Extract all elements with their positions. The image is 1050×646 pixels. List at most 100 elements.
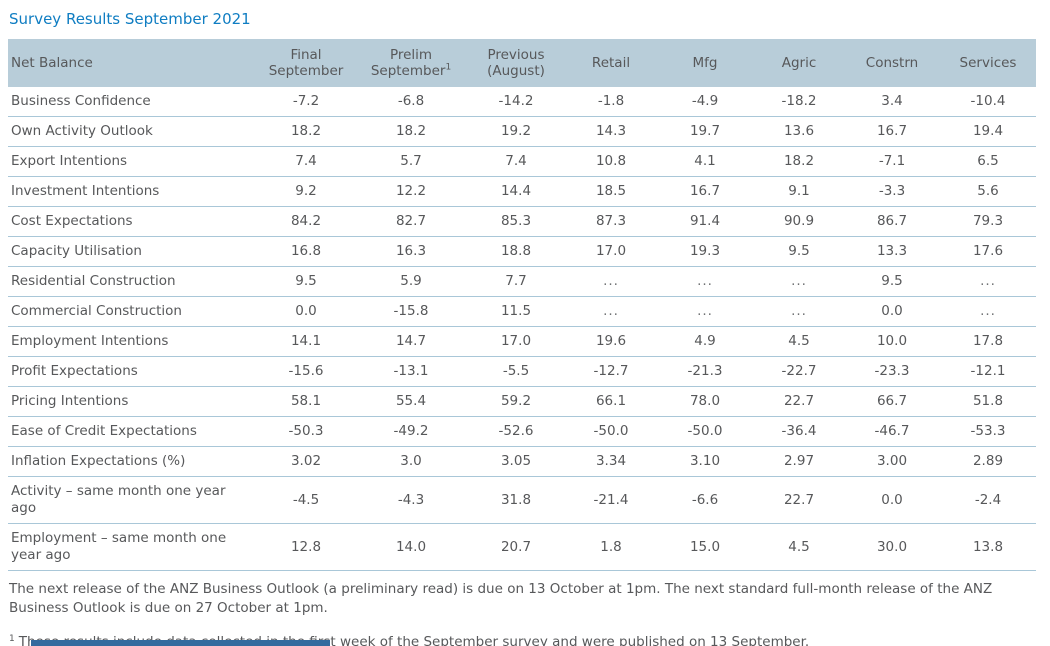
- cell-value: 16.8: [256, 236, 356, 267]
- cell-value: -6.8: [356, 87, 466, 117]
- cell-value: 2.89: [940, 446, 1036, 477]
- cell-value: 3.05: [466, 446, 566, 477]
- cell-value: -12.7: [566, 356, 656, 387]
- cell-value: 16.3: [356, 236, 466, 267]
- cell-value: -7.1: [844, 146, 940, 177]
- cell-value: -13.1: [356, 356, 466, 387]
- cell-value: 19.3: [656, 236, 754, 267]
- cell-value: 86.7: [844, 206, 940, 237]
- row-label: Employment – same month one year ago: [8, 523, 256, 571]
- cell-value: 13.3: [844, 236, 940, 267]
- cell-value: 16.7: [656, 176, 754, 207]
- row-label: Profit Expectations: [8, 356, 256, 387]
- cell-value: 17.0: [566, 236, 656, 267]
- column-header-previous-august: Previous (August): [466, 39, 566, 87]
- cell-value: 9.1: [754, 176, 844, 207]
- cell-value: -1.8: [566, 87, 656, 117]
- cell-value: 5.6: [940, 176, 1036, 207]
- cell-value: ...: [754, 296, 844, 327]
- cell-value: 3.34: [566, 446, 656, 477]
- column-header-mfg: Mfg: [656, 39, 754, 87]
- cell-value: 18.5: [566, 176, 656, 207]
- cell-value: 3.0: [356, 446, 466, 477]
- column-header-retail: Retail: [566, 39, 656, 87]
- column-header-agric: Agric: [754, 39, 844, 87]
- cell-value: 10.8: [566, 146, 656, 177]
- cell-value: 3.4: [844, 87, 940, 117]
- cell-value: 18.2: [754, 146, 844, 177]
- cell-value: 9.5: [844, 266, 940, 297]
- cell-value: 4.5: [754, 326, 844, 357]
- table-row: Capacity Utilisation 16.8 16.3 18.8 17.0 19.3…: [8, 236, 1036, 267]
- row-label: Export Intentions: [8, 146, 256, 177]
- table-row: Ease of Credit Expectations -50.3 -49.2 -52…: [8, 416, 1036, 447]
- cell-value: 10.0: [844, 326, 940, 357]
- cell-value: -50.0: [566, 416, 656, 447]
- cell-value: -52.6: [466, 416, 566, 447]
- column-header-constrn: Constrn: [844, 39, 940, 87]
- cell-value: 18.2: [356, 116, 466, 147]
- cell-value: 5.7: [356, 146, 466, 177]
- column-header-final-september: Final September: [256, 39, 356, 87]
- cell-value: 7.7: [466, 266, 566, 297]
- release-note: The next release of the ANZ Business Out…: [9, 581, 993, 616]
- cell-value: 51.8: [940, 386, 1036, 417]
- cell-value: -49.2: [356, 416, 466, 447]
- cell-value: 55.4: [356, 386, 466, 417]
- cell-value: 0.0: [844, 296, 940, 327]
- cell-value: 17.0: [466, 326, 566, 357]
- table-row: Profit Expectations -15.6 -13.1 -5.5 -12.7 -2…: [8, 356, 1036, 387]
- cell-value: -10.4: [940, 87, 1036, 117]
- cell-value: 14.4: [466, 176, 566, 207]
- cell-value: 2.97: [754, 446, 844, 477]
- row-label: Business Confidence: [8, 87, 256, 117]
- cell-value: 84.2: [256, 206, 356, 237]
- cell-value: 87.3: [566, 206, 656, 237]
- cell-value: 66.1: [566, 386, 656, 417]
- row-label: Activity – same month one year ago: [8, 476, 256, 524]
- cell-value: -50.3: [256, 416, 356, 447]
- column-header-services: Services: [940, 39, 1036, 87]
- cell-value: 59.2: [466, 386, 566, 417]
- cell-value: -15.8: [356, 296, 466, 327]
- cell-value: ...: [566, 266, 656, 297]
- cell-value: -21.3: [656, 356, 754, 387]
- cell-value: 13.8: [940, 523, 1036, 571]
- cell-value: 3.10: [656, 446, 754, 477]
- table-row: Cost Expectations 84.2 82.7 85.3 87.3 91.4 90.…: [8, 206, 1036, 237]
- cell-value: 16.7: [844, 116, 940, 147]
- table-row: Own Activity Outlook 18.2 18.2 19.2 14.3 19.7…: [8, 116, 1036, 147]
- cell-value: 4.1: [656, 146, 754, 177]
- cell-value: 9.2: [256, 176, 356, 207]
- cell-value: 7.4: [466, 146, 566, 177]
- table-row: Residential Construction 9.5 5.9 7.7.......…: [8, 266, 1036, 297]
- table-row: Activity – same month one year ago -4.5 -4…: [8, 476, 1036, 524]
- cell-value: -4.9: [656, 87, 754, 117]
- cell-value: -36.4: [754, 416, 844, 447]
- cell-value: 14.1: [256, 326, 356, 357]
- survey-results-table: Net Balance Final September Prelim Septembe…: [8, 39, 1036, 571]
- cell-value: ...: [940, 296, 1036, 327]
- cell-value: -14.2: [466, 87, 566, 117]
- cell-value: -4.5: [256, 476, 356, 524]
- cell-value: 14.3: [566, 116, 656, 147]
- cell-value: -6.6: [656, 476, 754, 524]
- row-label: Cost Expectations: [8, 206, 256, 237]
- cell-value: 14.0: [356, 523, 466, 571]
- cell-value: 17.8: [940, 326, 1036, 357]
- cell-value: 14.7: [356, 326, 466, 357]
- cell-value: 18.8: [466, 236, 566, 267]
- cell-value: 11.5: [466, 296, 566, 327]
- cell-value: 20.7: [466, 523, 566, 571]
- cell-value: 15.0: [656, 523, 754, 571]
- cell-value: 6.5: [940, 146, 1036, 177]
- cell-value: 18.2: [256, 116, 356, 147]
- cell-value: 19.4: [940, 116, 1036, 147]
- column-header-net-balance: Net Balance: [8, 39, 256, 87]
- cell-value: 9.5: [256, 266, 356, 297]
- header-row: Net Balance Final September Prelim Septembe…: [8, 39, 1036, 87]
- cell-value: 91.4: [656, 206, 754, 237]
- cell-value: -21.4: [566, 476, 656, 524]
- cell-value: 82.7: [356, 206, 466, 237]
- cell-value: 4.9: [656, 326, 754, 357]
